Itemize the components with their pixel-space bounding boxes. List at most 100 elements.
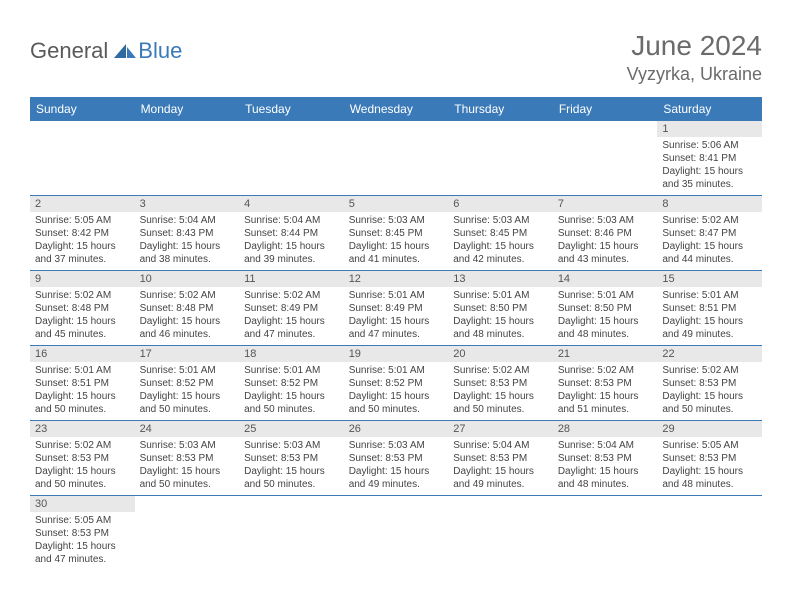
detail-line: Sunset: 8:48 PM — [140, 302, 235, 315]
day-details: Sunrise: 5:03 AMSunset: 8:53 PMDaylight:… — [135, 437, 240, 495]
day-details: Sunrise: 5:03 AMSunset: 8:45 PMDaylight:… — [448, 212, 553, 270]
detail-line: Daylight: 15 hours — [558, 315, 653, 328]
day-number: 25 — [239, 421, 344, 437]
detail-line: Sunrise: 5:01 AM — [662, 289, 757, 302]
day-cell: 19Sunrise: 5:01 AMSunset: 8:52 PMDayligh… — [344, 346, 449, 421]
day-number: 14 — [553, 271, 658, 287]
day-details: Sunrise: 5:01 AMSunset: 8:52 PMDaylight:… — [344, 362, 449, 420]
detail-line: and 50 minutes. — [244, 478, 339, 491]
day-details: Sunrise: 5:05 AMSunset: 8:42 PMDaylight:… — [30, 212, 135, 270]
detail-line: Daylight: 15 hours — [453, 465, 548, 478]
blank-cell — [344, 496, 449, 571]
day-details: Sunrise: 5:02 AMSunset: 8:53 PMDaylight:… — [657, 362, 762, 420]
detail-line: Sunrise: 5:04 AM — [558, 439, 653, 452]
detail-line: Sunset: 8:44 PM — [244, 227, 339, 240]
detail-line: Sunrise: 5:01 AM — [453, 289, 548, 302]
day-details: Sunrise: 5:01 AMSunset: 8:51 PMDaylight:… — [30, 362, 135, 420]
day-cell: 2Sunrise: 5:05 AMSunset: 8:42 PMDaylight… — [30, 196, 135, 271]
day-details: Sunrise: 5:04 AMSunset: 8:53 PMDaylight:… — [448, 437, 553, 495]
title-block: June 2024 Vyzyrka, Ukraine — [627, 30, 762, 85]
day-cell: 30Sunrise: 5:05 AMSunset: 8:53 PMDayligh… — [30, 496, 135, 571]
day-details: Sunrise: 5:02 AMSunset: 8:53 PMDaylight:… — [553, 362, 658, 420]
detail-line: Sunset: 8:45 PM — [453, 227, 548, 240]
detail-line: Daylight: 15 hours — [35, 465, 130, 478]
detail-line: Daylight: 15 hours — [35, 240, 130, 253]
detail-line: Sunrise: 5:02 AM — [558, 364, 653, 377]
detail-line: and 50 minutes. — [140, 478, 235, 491]
day-cell: 15Sunrise: 5:01 AMSunset: 8:51 PMDayligh… — [657, 271, 762, 346]
day-cell: 4Sunrise: 5:04 AMSunset: 8:44 PMDaylight… — [239, 196, 344, 271]
day-number: 15 — [657, 271, 762, 287]
detail-line: Sunset: 8:53 PM — [662, 452, 757, 465]
detail-line: Sunset: 8:53 PM — [558, 452, 653, 465]
day-number: 2 — [30, 196, 135, 212]
day-details: Sunrise: 5:01 AMSunset: 8:50 PMDaylight:… — [448, 287, 553, 345]
detail-line: Daylight: 15 hours — [244, 465, 339, 478]
detail-line: Sunset: 8:53 PM — [558, 377, 653, 390]
detail-line: Daylight: 15 hours — [140, 240, 235, 253]
detail-line: Sunrise: 5:03 AM — [558, 214, 653, 227]
detail-line: Daylight: 15 hours — [35, 540, 130, 553]
day-number: 9 — [30, 271, 135, 287]
detail-line: and 50 minutes. — [349, 403, 444, 416]
detail-line: Daylight: 15 hours — [558, 390, 653, 403]
detail-line: Sunrise: 5:02 AM — [35, 439, 130, 452]
detail-line: and 39 minutes. — [244, 253, 339, 266]
detail-line: Daylight: 15 hours — [244, 240, 339, 253]
day-cell: 29Sunrise: 5:05 AMSunset: 8:53 PMDayligh… — [657, 421, 762, 496]
day-number: 22 — [657, 346, 762, 362]
detail-line: Sunrise: 5:02 AM — [662, 214, 757, 227]
detail-line: Daylight: 15 hours — [35, 390, 130, 403]
day-cell: 10Sunrise: 5:02 AMSunset: 8:48 PMDayligh… — [135, 271, 240, 346]
week-row: 9Sunrise: 5:02 AMSunset: 8:48 PMDaylight… — [30, 271, 762, 346]
detail-line: and 49 minutes. — [662, 328, 757, 341]
week-row: 1Sunrise: 5:06 AMSunset: 8:41 PMDaylight… — [30, 121, 762, 196]
detail-line: and 47 minutes. — [35, 553, 130, 566]
col-monday: Monday — [135, 97, 240, 121]
logo: General Blue — [30, 30, 182, 64]
col-saturday: Saturday — [657, 97, 762, 121]
day-details: Sunrise: 5:04 AMSunset: 8:43 PMDaylight:… — [135, 212, 240, 270]
day-number: 21 — [553, 346, 658, 362]
day-cell: 3Sunrise: 5:04 AMSunset: 8:43 PMDaylight… — [135, 196, 240, 271]
detail-line: and 50 minutes. — [662, 403, 757, 416]
day-details: Sunrise: 5:03 AMSunset: 8:53 PMDaylight:… — [344, 437, 449, 495]
detail-line: Sunrise: 5:01 AM — [558, 289, 653, 302]
col-wednesday: Wednesday — [344, 97, 449, 121]
detail-line: Sunset: 8:50 PM — [558, 302, 653, 315]
detail-line: and 45 minutes. — [35, 328, 130, 341]
day-details: Sunrise: 5:02 AMSunset: 8:53 PMDaylight:… — [448, 362, 553, 420]
day-details: Sunrise: 5:02 AMSunset: 8:48 PMDaylight:… — [30, 287, 135, 345]
day-cell: 11Sunrise: 5:02 AMSunset: 8:49 PMDayligh… — [239, 271, 344, 346]
blank-cell — [657, 496, 762, 571]
detail-line: and 50 minutes. — [244, 403, 339, 416]
day-number: 10 — [135, 271, 240, 287]
detail-line: Daylight: 15 hours — [244, 315, 339, 328]
day-cell: 22Sunrise: 5:02 AMSunset: 8:53 PMDayligh… — [657, 346, 762, 421]
day-cell: 25Sunrise: 5:03 AMSunset: 8:53 PMDayligh… — [239, 421, 344, 496]
day-cell: 5Sunrise: 5:03 AMSunset: 8:45 PMDaylight… — [344, 196, 449, 271]
detail-line: Sunrise: 5:01 AM — [140, 364, 235, 377]
day-cell: 9Sunrise: 5:02 AMSunset: 8:48 PMDaylight… — [30, 271, 135, 346]
detail-line: and 41 minutes. — [349, 253, 444, 266]
detail-line: and 51 minutes. — [558, 403, 653, 416]
detail-line: Daylight: 15 hours — [453, 240, 548, 253]
day-number: 29 — [657, 421, 762, 437]
detail-line: Daylight: 15 hours — [349, 240, 444, 253]
day-number: 6 — [448, 196, 553, 212]
detail-line: and 38 minutes. — [140, 253, 235, 266]
detail-line: Sunset: 8:53 PM — [349, 452, 444, 465]
day-cell: 1Sunrise: 5:06 AMSunset: 8:41 PMDaylight… — [657, 121, 762, 196]
day-number: 12 — [344, 271, 449, 287]
blank-cell — [553, 496, 658, 571]
detail-line: Sunset: 8:50 PM — [453, 302, 548, 315]
day-details: Sunrise: 5:02 AMSunset: 8:49 PMDaylight:… — [239, 287, 344, 345]
day-number: 30 — [30, 496, 135, 512]
detail-line: Sunrise: 5:05 AM — [662, 439, 757, 452]
blank-cell — [553, 121, 658, 196]
detail-line: Daylight: 15 hours — [140, 390, 235, 403]
detail-line: Sunrise: 5:03 AM — [244, 439, 339, 452]
detail-line: Sunset: 8:52 PM — [244, 377, 339, 390]
detail-line: and 48 minutes. — [662, 478, 757, 491]
day-details: Sunrise: 5:01 AMSunset: 8:51 PMDaylight:… — [657, 287, 762, 345]
